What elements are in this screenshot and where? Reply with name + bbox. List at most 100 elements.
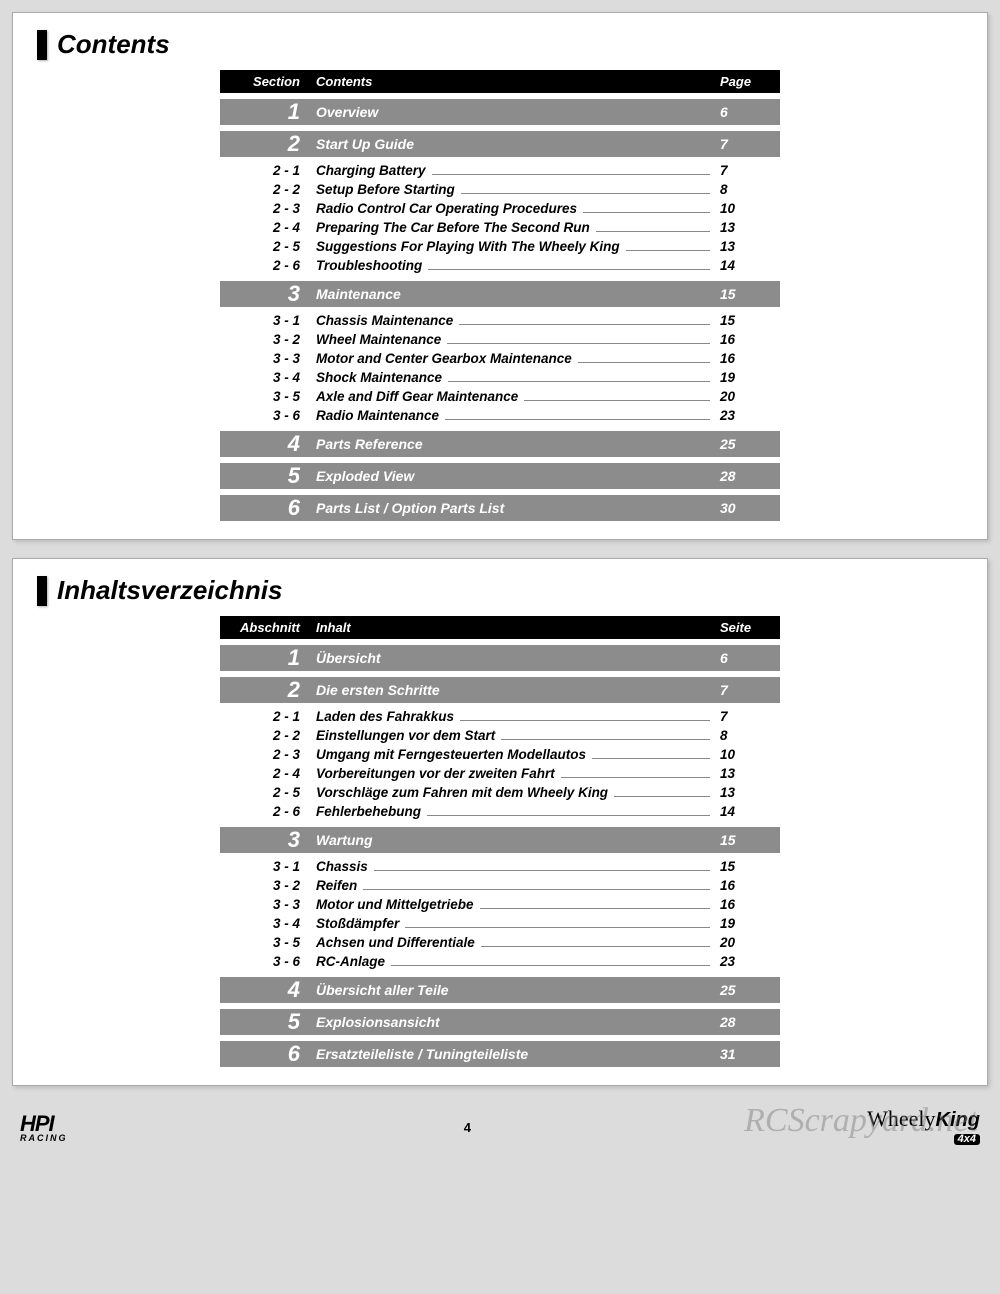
sub-number: 2 - 3 xyxy=(220,747,310,762)
section-label: Parts List / Option Parts List xyxy=(310,500,716,516)
toc-sub-row: 2 - 6Fehlerbehebung14 xyxy=(220,802,780,821)
sub-label: Charging Battery xyxy=(310,163,426,178)
sub-page: 14 xyxy=(716,258,780,273)
sub-number: 3 - 6 xyxy=(220,954,310,969)
page-number: 4 xyxy=(464,1120,471,1135)
section-number: 1 xyxy=(220,101,310,123)
section-page: 28 xyxy=(716,1014,780,1030)
toc-header-row: SectionContentsPage xyxy=(220,70,780,93)
sub-number: 3 - 5 xyxy=(220,389,310,404)
toc-sub-row: 2 - 5Suggestions For Playing With The Wh… xyxy=(220,237,780,256)
sub-label: Reifen xyxy=(310,878,357,893)
product-name-2: King xyxy=(936,1109,980,1131)
sub-page: 13 xyxy=(716,785,780,800)
sub-label: Troubleshooting xyxy=(310,258,422,273)
section-label: Maintenance xyxy=(310,286,716,302)
section-number: 1 xyxy=(220,647,310,669)
sub-label: Chassis Maintenance xyxy=(310,313,453,328)
sub-page: 8 xyxy=(716,182,780,197)
sub-number: 2 - 3 xyxy=(220,201,310,216)
sub-number: 3 - 5 xyxy=(220,935,310,950)
toc-section-row: 4Übersicht aller Teile25 xyxy=(220,977,780,1003)
section-number: 2 xyxy=(220,133,310,155)
sub-label: Wheel Maintenance xyxy=(310,332,441,347)
toc-sub-row: 2 - 1Laden des Fahrakkus7 xyxy=(220,707,780,726)
toc-sub-row: 2 - 2Einstellungen vor dem Start8 xyxy=(220,726,780,745)
leader-line xyxy=(596,231,710,232)
sub-number: 2 - 4 xyxy=(220,766,310,781)
section-number: 5 xyxy=(220,465,310,487)
sub-block: 3 - 1Chassis Maintenance153 - 2Wheel Mai… xyxy=(220,311,780,425)
toc-sub-row: 2 - 4Vorbereitungen vor der zweiten Fahr… xyxy=(220,764,780,783)
sub-label: Chassis xyxy=(310,859,368,874)
brand-logo-sub: RACING xyxy=(20,1133,68,1143)
leader-line xyxy=(428,269,710,270)
toc-sub-row: 2 - 5Vorschläge zum Fahren mit dem Wheel… xyxy=(220,783,780,802)
sub-label: Vorbereitungen vor der zweiten Fahrt xyxy=(310,766,555,781)
sub-label: Einstellungen vor dem Start xyxy=(310,728,495,743)
sub-page: 7 xyxy=(716,163,780,178)
sub-number: 2 - 1 xyxy=(220,163,310,178)
toc-sub-row: 3 - 6RC-Anlage23 xyxy=(220,952,780,971)
sub-block: 3 - 1Chassis153 - 2Reifen163 - 3Motor un… xyxy=(220,857,780,971)
sub-page: 10 xyxy=(716,747,780,762)
toc-sub-row: 2 - 2Setup Before Starting 8 xyxy=(220,180,780,199)
leader-line xyxy=(445,419,710,420)
leader-line xyxy=(461,193,710,194)
sub-label: Radio Maintenance xyxy=(310,408,439,423)
section-label: Wartung xyxy=(310,832,716,848)
section-page: 30 xyxy=(716,500,780,516)
leader-line xyxy=(447,343,710,344)
sub-label: Axle and Diff Gear Maintenance xyxy=(310,389,518,404)
toc-sub-row: 2 - 4Preparing The Car Before The Second… xyxy=(220,218,780,237)
sub-label: Vorschläge zum Fahren mit dem Wheely Kin… xyxy=(310,785,608,800)
sub-number: 2 - 6 xyxy=(220,804,310,819)
sub-page: 15 xyxy=(716,859,780,874)
leader-line xyxy=(427,815,710,816)
leader-line xyxy=(501,739,710,740)
leader-line xyxy=(524,400,710,401)
panel-title-wrap: Contents xyxy=(37,29,963,60)
toc-section-row: 2Die ersten Schritte7 xyxy=(220,677,780,703)
header-content: Contents xyxy=(310,74,716,89)
section-page: 25 xyxy=(716,436,780,452)
sub-page: 13 xyxy=(716,766,780,781)
toc-header-row: AbschnittInhaltSeite xyxy=(220,616,780,639)
section-label: Die ersten Schritte xyxy=(310,682,716,698)
toc-section-row: 3Wartung15 xyxy=(220,827,780,853)
sub-page: 16 xyxy=(716,351,780,366)
sub-number: 2 - 2 xyxy=(220,182,310,197)
sub-page: 14 xyxy=(716,804,780,819)
section-page: 31 xyxy=(716,1046,780,1062)
toc-section-row: 5Explosionsansicht28 xyxy=(220,1009,780,1035)
sub-number: 2 - 1 xyxy=(220,709,310,724)
leader-line xyxy=(374,870,710,871)
sub-page: 20 xyxy=(716,389,780,404)
section-label: Explosionsansicht xyxy=(310,1014,716,1030)
sub-label: Setup Before Starting xyxy=(310,182,455,197)
sub-page: 8 xyxy=(716,728,780,743)
section-label: Overview xyxy=(310,104,716,120)
page-footer: HPI RACING 4 WheelyKing 4x4 xyxy=(12,1104,988,1146)
leader-line xyxy=(583,212,710,213)
sub-block: 2 - 1Laden des Fahrakkus72 - 2Einstellun… xyxy=(220,707,780,821)
toc-sub-row: 3 - 4Shock Maintenance19 xyxy=(220,368,780,387)
section-number: 3 xyxy=(220,829,310,851)
toc-sub-row: 2 - 3Radio Control Car Operating Procedu… xyxy=(220,199,780,218)
sub-page: 20 xyxy=(716,935,780,950)
toc-sub-row: 3 - 5Axle and Diff Gear Maintenance 20 xyxy=(220,387,780,406)
sub-page: 10 xyxy=(716,201,780,216)
toc-sub-row: 2 - 3Umgang mit Ferngesteuerten Modellau… xyxy=(220,745,780,764)
product-name-1: Wheely xyxy=(867,1106,935,1131)
section-page: 15 xyxy=(716,832,780,848)
sub-page: 16 xyxy=(716,332,780,347)
toc-section-row: 4Parts Reference25 xyxy=(220,431,780,457)
sub-page: 16 xyxy=(716,897,780,912)
brand-logo-left: HPI RACING xyxy=(20,1111,68,1143)
section-page: 15 xyxy=(716,286,780,302)
sub-number: 3 - 4 xyxy=(220,916,310,931)
sub-number: 3 - 4 xyxy=(220,370,310,385)
sub-label: Motor and Center Gearbox Maintenance xyxy=(310,351,572,366)
sub-label: Suggestions For Playing With The Wheely … xyxy=(310,239,620,254)
toc-sub-row: 2 - 1Charging Battery 7 xyxy=(220,161,780,180)
